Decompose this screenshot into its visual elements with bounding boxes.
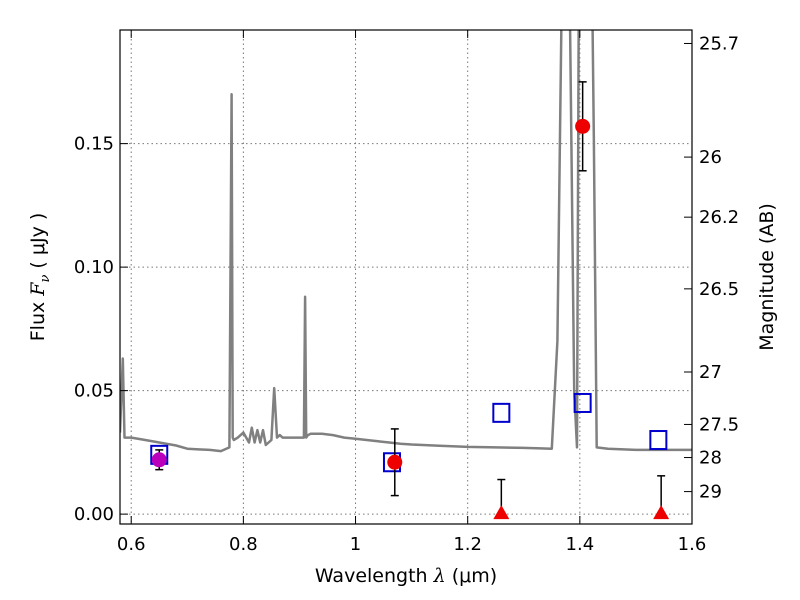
x-tick-label: 1.2 [453,534,482,555]
detection-point [387,454,403,470]
band-model-square [492,402,511,423]
x-tick-label: 1 [350,534,361,555]
y-axis-title: Flux Fν ( μJy ) [27,213,53,342]
upper-limit-triangle [493,505,510,520]
grid-lines [120,30,692,524]
y2-tick-label: 26.2 [699,207,739,228]
model-spectrum-line [120,30,692,453]
band-model-square [649,430,668,451]
y2-tick-label: 27.5 [699,414,739,435]
upper-limit-triangle [653,505,670,520]
y-tick-label: 0.15 [74,134,114,155]
upper-limit-markers [493,475,670,520]
y-tick-label: 0.05 [74,381,114,402]
y2-axis-title: Magnitude (AB) [756,203,778,351]
y-tick-label: 0.10 [74,257,114,278]
plot-frame [119,29,693,525]
y2-tick-label: 29 [699,482,722,503]
x-axis-title: Wavelength λ (μm) [315,565,497,587]
detection-point [575,118,591,134]
detection-markers [151,81,591,497]
x-tick-label: 1.4 [566,534,595,555]
y2-tick-label: 26.5 [699,279,739,300]
y2-tick-label: 25.7 [699,33,739,54]
band-model-square [573,392,592,413]
x-tick-label: 0.6 [117,534,146,555]
x-tick-label: 1.6 [678,534,707,555]
y-axis-ticks: 0.00 0.05 0.10 0.15 [74,134,128,525]
y2-tick-label: 27 [699,362,722,383]
y2-tick-label: 28 [699,448,722,469]
x-axis-ticks: 0.6 0.8 1 1.2 1.4 1.6 [117,30,706,555]
x-tick-label: 0.8 [229,534,258,555]
y2-axis-ticks: 25.7 26 26.2 26.5 27 27.5 28 29 [684,33,739,503]
detection-point [151,452,167,468]
y-tick-label: 0.00 [74,504,114,525]
y2-tick-label: 26 [699,147,722,168]
plot-area [120,30,692,520]
